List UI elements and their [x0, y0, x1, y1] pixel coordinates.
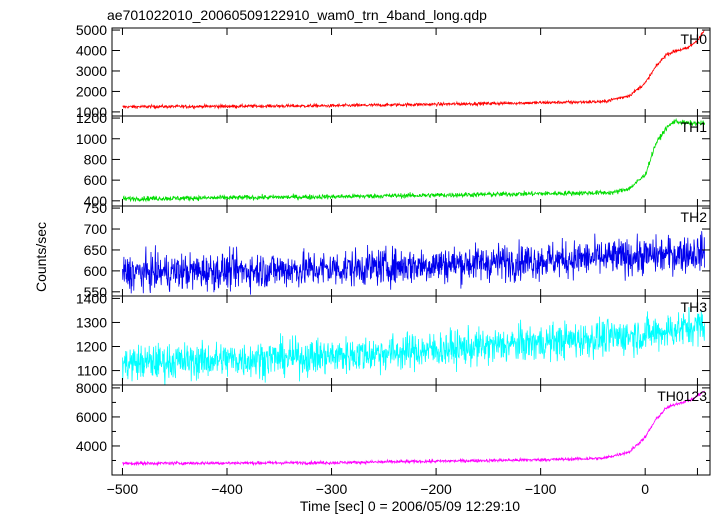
- panel-th0: 1000 2000 3000 4000 5000 TH0: [76, 22, 711, 120]
- y-tick-label: 1000: [76, 131, 107, 147]
- panel-frame: [111, 384, 711, 476]
- y-tick-label: 550: [84, 284, 108, 300]
- panel-th0123: 4000 6000 8000 TH0123: [76, 380, 711, 476]
- x-tick-label: −100: [525, 481, 557, 497]
- panel-th1: 400 600 800 1000 1200 TH1: [76, 110, 711, 209]
- x-tick-label: −300: [316, 481, 348, 497]
- y-tick-label: 1300: [76, 314, 107, 330]
- y-tick-label: 1000: [76, 104, 107, 120]
- panel-frame: [111, 27, 711, 117]
- y-tick-label: 1200: [76, 339, 107, 355]
- y-tick-label: 1100: [77, 363, 107, 379]
- series-line-th0: [122, 29, 705, 110]
- x-tick-label: −500: [107, 481, 139, 497]
- y-tick-label: 1400: [76, 290, 107, 306]
- y-tick-label: 5000: [76, 22, 107, 38]
- y-tick-label: 8000: [76, 380, 107, 396]
- series-line-th0123: [122, 390, 705, 467]
- y-tick-label: 600: [84, 172, 108, 188]
- y-tick-label: 2000: [76, 83, 107, 99]
- panel-frame: [111, 295, 711, 386]
- panel-frame: [111, 115, 711, 207]
- panel-label-th0: TH0: [681, 31, 708, 47]
- y-axis-label: Counts/sec: [33, 222, 49, 292]
- y-tick-label: 3000: [76, 63, 107, 79]
- series-line-th1: [122, 117, 705, 203]
- y-tick-label: 700: [84, 221, 108, 237]
- x-axis-label: Time [sec] 0 = 2006/05/09 12:29:10: [300, 498, 520, 514]
- y-tick-label: 6000: [76, 409, 107, 425]
- chart-title: ae701022010_20060509122910_wam0_trn_4ban…: [107, 7, 487, 23]
- y-tick-label: 1200: [76, 110, 107, 126]
- panel-label-th1: TH1: [681, 119, 708, 135]
- panel-th3: 1100 1200 1300 1400 TH3: [76, 290, 711, 386]
- series-line-th2: [122, 231, 705, 295]
- panel-th2: 550 600 650 700 750 TH2: [84, 200, 711, 300]
- y-tick-label: 600: [84, 263, 108, 279]
- panel-label-th3: TH3: [681, 299, 708, 315]
- y-tick-label: 4000: [76, 43, 107, 59]
- panel-label-th2: TH2: [681, 209, 708, 225]
- x-axis-ticks: −500 −400 −300 −200 −100 0: [107, 481, 650, 497]
- x-tick-label: 0: [641, 481, 649, 497]
- y-tick-label: 800: [84, 151, 108, 167]
- x-tick-label: −200: [420, 481, 452, 497]
- panel-label-th0123: TH0123: [657, 388, 707, 404]
- panels: 10002000300040005000TH040060080010001200…: [76, 22, 711, 476]
- y-tick-label: 4000: [76, 438, 107, 454]
- x-tick-label: −400: [211, 481, 243, 497]
- series-line-th3: [122, 307, 705, 385]
- y-tick-label: 400: [84, 193, 108, 209]
- y-tick-label: 750: [84, 200, 108, 216]
- y-tick-label: 650: [84, 242, 108, 258]
